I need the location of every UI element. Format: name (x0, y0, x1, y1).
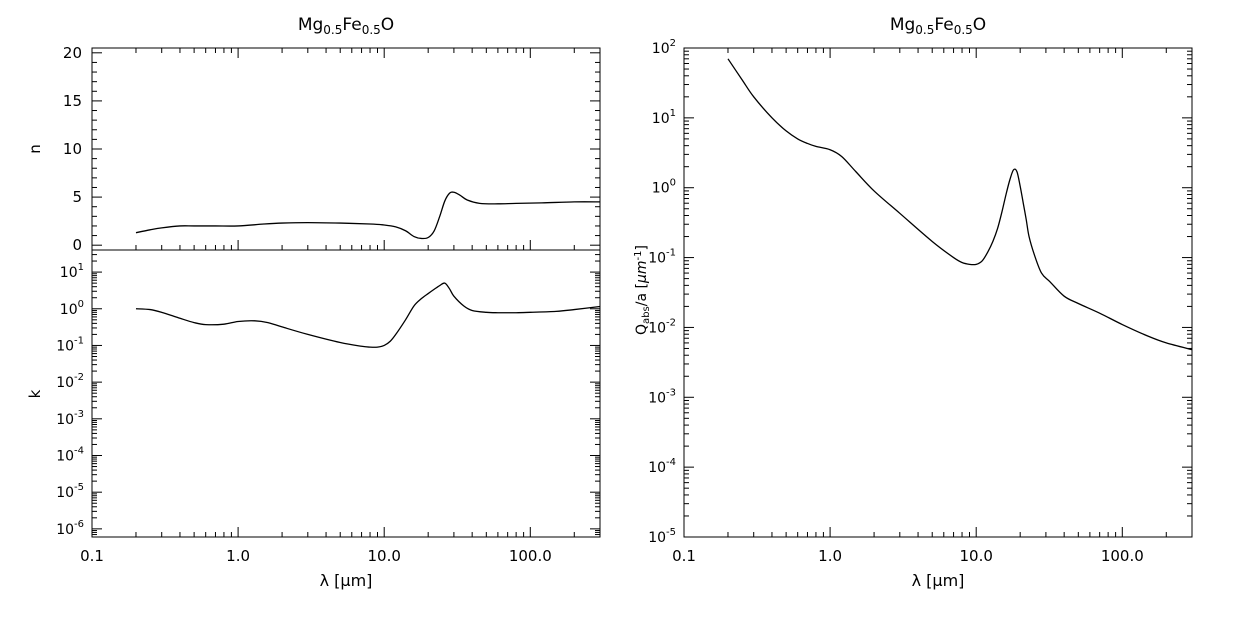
x-tick-label: 0.1 (672, 547, 696, 565)
right-title: Mg0.5Fe0.5O (890, 15, 986, 37)
k-x-ticks: 0.1 1.0 10.0 100.0 (80, 527, 601, 565)
panel-n: Mg0.5Fe0.5O n 0 5 10 15 20 (26, 15, 601, 254)
y-tick-label: 101 (60, 262, 84, 281)
qabs-y-ticks: 10-5 10-4 10-3 10-2 10-1 100 101 102 (648, 38, 1192, 546)
x-tick-label: 0.1 (80, 547, 104, 565)
panel-qabs: Mg0.5Fe0.5O Qabs/a [μm-1] λ [μm] 0.1 1.0 1… (633, 15, 1193, 590)
y-tick-label: 10-1 (56, 335, 84, 354)
y-tick-label: 101 (652, 108, 676, 127)
y-tick-label: 10-4 (648, 457, 676, 476)
y-tick-label: 10-3 (56, 409, 84, 428)
left-title: Mg0.5Fe0.5O (298, 15, 394, 37)
y-tick-label: 10-5 (56, 482, 84, 501)
y-tick-label: 10-2 (56, 372, 84, 391)
y-tick-label: 10-4 (56, 445, 84, 464)
qabs-curve (727, 58, 1193, 351)
y-tick-label: 10-6 (56, 519, 84, 538)
k-plot-frame (91, 249, 601, 538)
n-x-ticks (91, 48, 601, 250)
x-tick-label: 10.0 (959, 547, 992, 565)
n-curve (135, 191, 601, 240)
y-tick-label: 10-5 (648, 527, 676, 546)
y-tick-label: 102 (652, 38, 676, 57)
k-axis-label: k (26, 389, 44, 398)
x-tick-label: 10.0 (367, 547, 400, 565)
x-tick-label: 1.0 (226, 547, 250, 565)
y-tick-label: 10 (63, 140, 82, 158)
y-tick-label: 10-3 (648, 387, 676, 406)
panel-k: k λ [μm] 0.1 1.0 10.0 100.0 10-610-510-410-… (26, 249, 601, 590)
qabs-x-ticks: 0.1 1.0 10.0 100.0 (672, 48, 1193, 565)
y-tick-label: 15 (63, 92, 82, 110)
n-plot-frame (91, 47, 601, 251)
y-tick-label: 100 (652, 178, 676, 197)
y-tick-label: 5 (72, 188, 82, 206)
right-x-axis-label: λ [μm] (912, 571, 965, 590)
y-tick-label: 0 (72, 236, 82, 254)
left-x-axis-label: λ [μm] (320, 571, 373, 590)
n-axis-label: n (26, 144, 44, 154)
x-tick-label: 100.0 (1101, 547, 1144, 565)
y-tick-label: 100 (60, 299, 84, 318)
n-y-ticks: 0 5 10 15 20 (63, 44, 600, 254)
x-tick-label: 100.0 (509, 547, 552, 565)
y-tick-label: 20 (63, 44, 82, 62)
y-tick-label: 10-1 (648, 248, 676, 267)
qabs-axis-label: Qabs/a [μm-1] (633, 245, 652, 335)
k-y-ticks: 10-6 10-5 10-4 10-3 10-2 10-1 100 101 (56, 249, 600, 538)
x-tick-label: 1.0 (818, 547, 842, 565)
y-tick-label: 10-2 (648, 317, 676, 336)
k-curve (135, 282, 601, 348)
qabs-plot-frame (683, 47, 1193, 538)
